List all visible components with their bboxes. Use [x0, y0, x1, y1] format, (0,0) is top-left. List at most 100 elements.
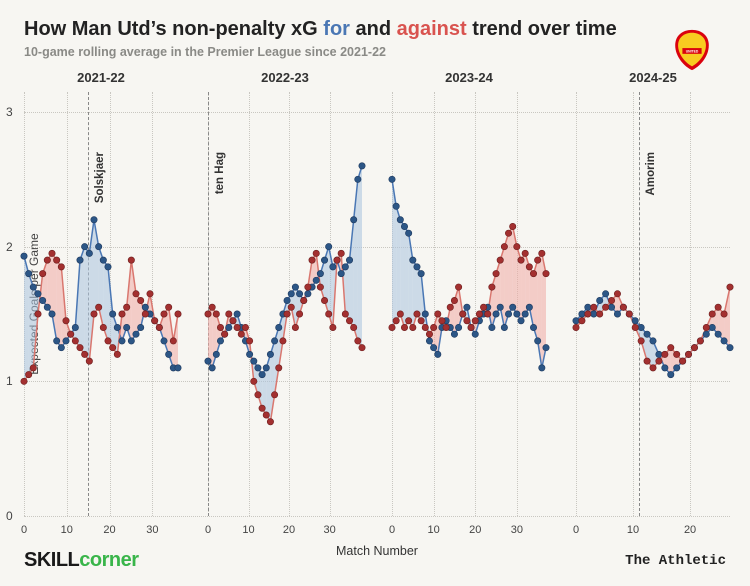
- for-data-point[interactable]: [330, 264, 336, 270]
- for-data-point[interactable]: [86, 250, 92, 256]
- against-data-point[interactable]: [455, 284, 461, 290]
- for-data-point[interactable]: [313, 277, 319, 283]
- for-data-point[interactable]: [656, 351, 662, 357]
- against-data-point[interactable]: [691, 344, 697, 350]
- against-data-point[interactable]: [662, 351, 668, 357]
- for-data-point[interactable]: [246, 351, 252, 357]
- for-data-point[interactable]: [350, 217, 356, 223]
- for-data-point[interactable]: [234, 311, 240, 317]
- against-data-point[interactable]: [165, 304, 171, 310]
- for-data-point[interactable]: [175, 365, 181, 371]
- against-data-point[interactable]: [242, 324, 248, 330]
- for-data-point[interactable]: [709, 324, 715, 330]
- against-data-point[interactable]: [53, 257, 59, 263]
- against-data-point[interactable]: [472, 318, 478, 324]
- against-data-point[interactable]: [209, 304, 215, 310]
- against-data-point[interactable]: [246, 338, 252, 344]
- for-data-point[interactable]: [317, 270, 323, 276]
- against-data-point[interactable]: [30, 365, 36, 371]
- against-data-point[interactable]: [468, 324, 474, 330]
- against-data-point[interactable]: [679, 358, 685, 364]
- against-data-point[interactable]: [405, 318, 411, 324]
- for-data-point[interactable]: [608, 304, 614, 310]
- against-data-point[interactable]: [526, 264, 532, 270]
- for-data-point[interactable]: [271, 338, 277, 344]
- against-data-point[interactable]: [156, 324, 162, 330]
- against-data-point[interactable]: [464, 318, 470, 324]
- for-data-point[interactable]: [296, 291, 302, 297]
- against-data-point[interactable]: [430, 324, 436, 330]
- for-data-point[interactable]: [288, 291, 294, 297]
- against-data-point[interactable]: [480, 304, 486, 310]
- against-data-point[interactable]: [230, 318, 236, 324]
- against-data-point[interactable]: [476, 311, 482, 317]
- against-data-point[interactable]: [301, 297, 307, 303]
- against-data-point[interactable]: [137, 297, 143, 303]
- against-data-point[interactable]: [251, 378, 257, 384]
- for-data-point[interactable]: [263, 365, 269, 371]
- against-data-point[interactable]: [334, 257, 340, 263]
- against-data-point[interactable]: [632, 324, 638, 330]
- against-data-point[interactable]: [221, 331, 227, 337]
- against-data-point[interactable]: [697, 338, 703, 344]
- against-data-point[interactable]: [81, 351, 87, 357]
- against-data-point[interactable]: [596, 311, 602, 317]
- against-data-point[interactable]: [644, 358, 650, 364]
- for-data-point[interactable]: [401, 223, 407, 229]
- against-data-point[interactable]: [715, 304, 721, 310]
- for-data-point[interactable]: [342, 264, 348, 270]
- against-data-point[interactable]: [359, 344, 365, 350]
- for-data-point[interactable]: [514, 311, 520, 317]
- for-data-point[interactable]: [276, 324, 282, 330]
- for-data-point[interactable]: [77, 257, 83, 263]
- against-data-point[interactable]: [72, 338, 78, 344]
- for-data-point[interactable]: [505, 311, 511, 317]
- against-data-point[interactable]: [460, 311, 466, 317]
- for-data-point[interactable]: [644, 331, 650, 337]
- against-data-point[interactable]: [276, 365, 282, 371]
- against-data-point[interactable]: [305, 284, 311, 290]
- for-data-point[interactable]: [292, 284, 298, 290]
- for-data-point[interactable]: [497, 304, 503, 310]
- for-data-point[interactable]: [165, 351, 171, 357]
- against-data-point[interactable]: [292, 324, 298, 330]
- against-data-point[interactable]: [401, 324, 407, 330]
- against-data-point[interactable]: [579, 318, 585, 324]
- against-data-point[interactable]: [151, 318, 157, 324]
- for-data-point[interactable]: [105, 264, 111, 270]
- against-data-point[interactable]: [255, 392, 261, 398]
- for-data-point[interactable]: [602, 291, 608, 297]
- against-data-point[interactable]: [620, 304, 626, 310]
- against-data-point[interactable]: [518, 257, 524, 263]
- against-data-point[interactable]: [703, 324, 709, 330]
- against-data-point[interactable]: [522, 250, 528, 256]
- for-data-point[interactable]: [418, 270, 424, 276]
- for-data-point[interactable]: [255, 365, 261, 371]
- against-data-point[interactable]: [685, 351, 691, 357]
- for-data-point[interactable]: [81, 243, 87, 249]
- for-data-point[interactable]: [25, 270, 31, 276]
- against-data-point[interactable]: [234, 324, 240, 330]
- against-data-point[interactable]: [709, 311, 715, 317]
- against-data-point[interactable]: [147, 291, 153, 297]
- against-data-point[interactable]: [58, 264, 64, 270]
- against-data-point[interactable]: [608, 297, 614, 303]
- against-data-point[interactable]: [393, 318, 399, 324]
- against-data-point[interactable]: [330, 324, 336, 330]
- against-data-point[interactable]: [238, 331, 244, 337]
- for-data-point[interactable]: [39, 297, 45, 303]
- for-data-point[interactable]: [21, 253, 27, 259]
- against-data-point[interactable]: [435, 311, 441, 317]
- against-data-point[interactable]: [205, 311, 211, 317]
- for-data-point[interactable]: [326, 243, 332, 249]
- for-data-point[interactable]: [534, 338, 540, 344]
- for-data-point[interactable]: [591, 311, 597, 317]
- against-data-point[interactable]: [426, 331, 432, 337]
- for-data-point[interactable]: [721, 338, 727, 344]
- against-data-point[interactable]: [342, 311, 348, 317]
- for-data-point[interactable]: [284, 297, 290, 303]
- against-data-point[interactable]: [497, 257, 503, 263]
- against-data-point[interactable]: [650, 365, 656, 371]
- against-data-point[interactable]: [638, 338, 644, 344]
- against-data-point[interactable]: [543, 270, 549, 276]
